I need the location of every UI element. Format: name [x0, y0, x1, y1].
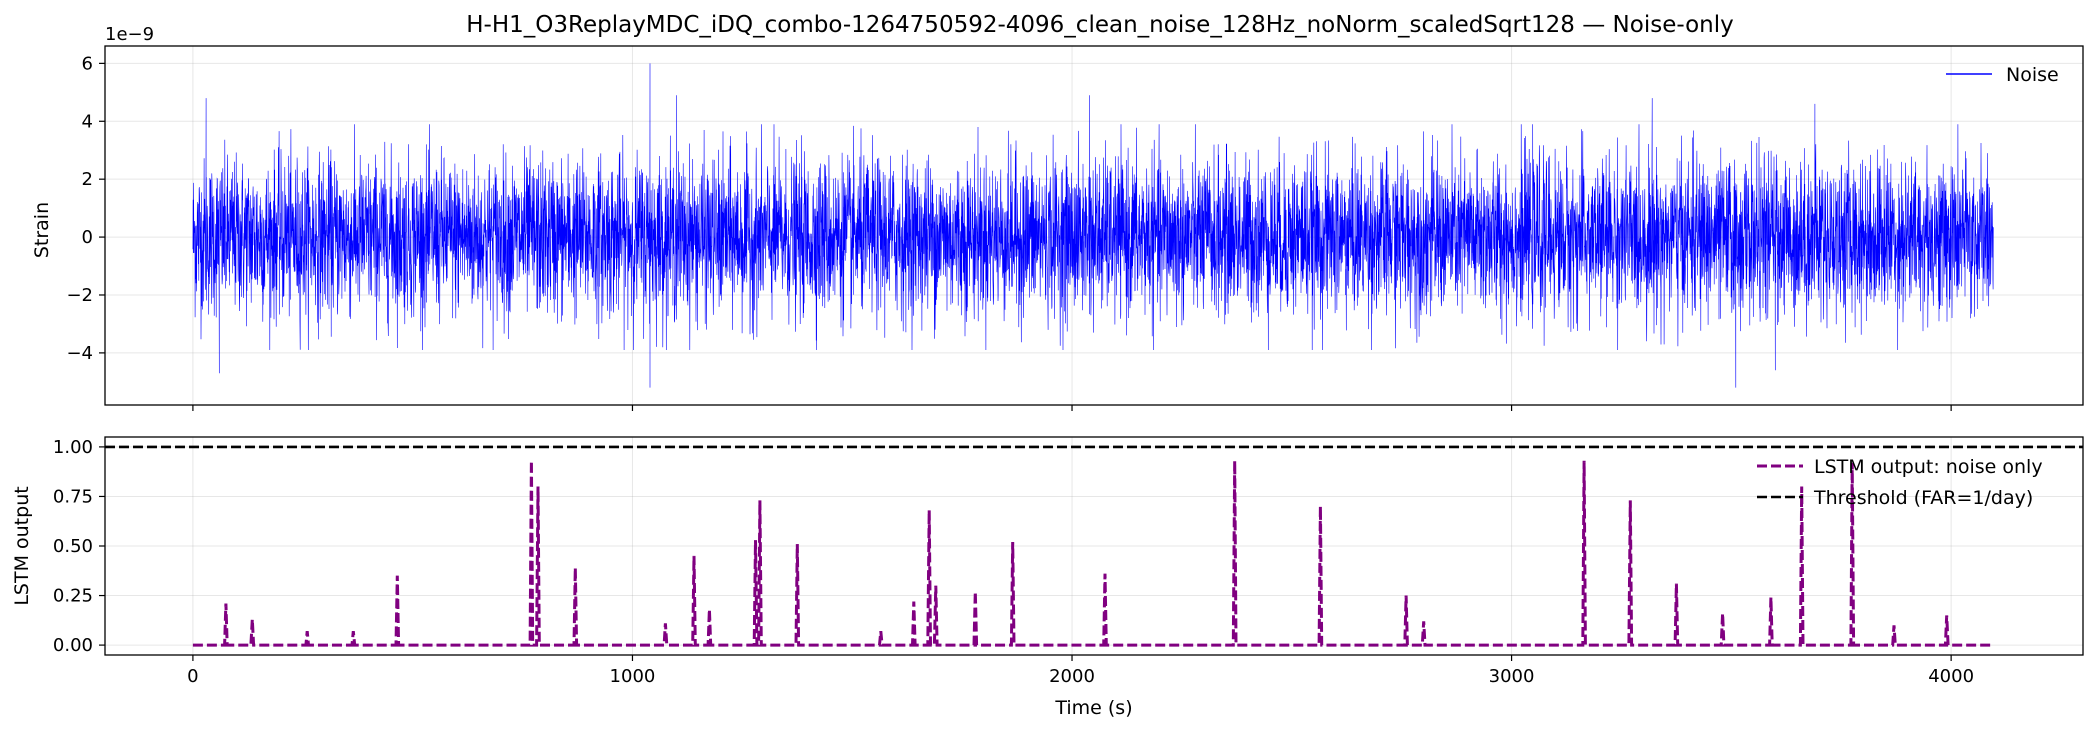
x-tick-label: 0 — [187, 666, 198, 687]
top-axes-frame — [104, 45, 2084, 406]
legend-threshold-label: Threshold (FAR=1/day) — [1813, 487, 2033, 509]
y-tick-label: 4 — [82, 111, 93, 132]
y-tick-label: −2 — [66, 285, 93, 306]
x-tick-label: 4000 — [1928, 666, 1974, 687]
y-tick-label: 0.75 — [53, 486, 93, 507]
bottom-grid — [105, 437, 2083, 655]
lstm-series-line — [192, 460, 1994, 647]
y-tick-label: 0.25 — [53, 586, 93, 607]
y-tick-label: 2 — [82, 169, 93, 190]
x-tick-label: 3000 — [1489, 666, 1535, 687]
y-tick-label: 1.00 — [53, 437, 93, 458]
top-legend: Noise — [1946, 64, 2059, 86]
legend-noise-label: Noise — [2006, 64, 2059, 86]
bottom-y-axis-label: LSTM output — [11, 486, 33, 605]
noise-series-line — [192, 63, 1994, 388]
top-y-axis-label: Strain — [31, 202, 53, 258]
top-grid — [105, 46, 2083, 405]
x-axis-label: Time (s) — [1054, 697, 1132, 719]
top-plot-area — [192, 63, 1994, 388]
y-tick-label: −4 — [66, 343, 93, 364]
y-tick-label: 0.50 — [53, 536, 93, 557]
bottom-plot-area — [105, 445, 2083, 647]
y-tick-label: 6 — [82, 53, 93, 74]
top-axes-ticks: −4 −2 0 2 4 6 — [66, 53, 1952, 411]
bottom-axes-ticks: 0 1000 2000 3000 4000 0.00 0.25 0.50 0.75 1.00 — [53, 437, 1974, 687]
top-offset-label: 1e−9 — [105, 24, 154, 45]
chart-title: H-H1_O3ReplayMDC_iDQ_combo-1264750592-40… — [466, 12, 1733, 38]
y-tick-label: 0.00 — [53, 635, 93, 656]
x-tick-label: 1000 — [610, 666, 656, 687]
y-tick-label: 0 — [82, 227, 93, 248]
legend-lstm-label: LSTM output: noise only — [1814, 456, 2043, 478]
bottom-legend: LSTM output: noise only Threshold (FAR=1… — [1757, 456, 2043, 509]
x-tick-label: 2000 — [1049, 666, 1095, 687]
